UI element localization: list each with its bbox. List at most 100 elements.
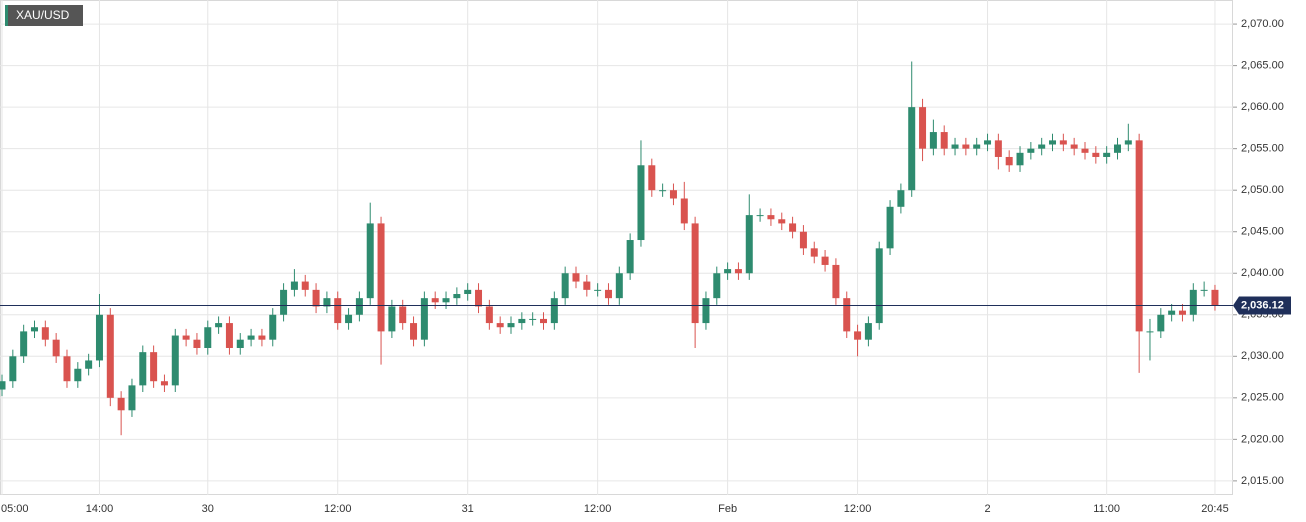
candle-body <box>171 335 179 386</box>
symbol-tag <box>5 5 83 26</box>
candle-body <box>799 231 807 249</box>
candle-body <box>9 356 17 382</box>
candle-body <box>540 318 547 324</box>
candle-body <box>388 306 396 332</box>
x-tick-label: 11:00 <box>1093 503 1120 515</box>
candle-body <box>442 298 450 303</box>
x-tick-label: 31 <box>462 503 474 515</box>
candle-body <box>193 339 201 348</box>
candle-body <box>74 368 82 382</box>
candle-body <box>897 190 905 207</box>
plot-area <box>0 0 1233 495</box>
candle-body <box>659 190 667 192</box>
candle-body <box>529 318 537 320</box>
candle-body <box>128 385 136 411</box>
candle-body <box>290 281 298 290</box>
candle-body <box>789 223 797 232</box>
candle-body <box>637 165 645 241</box>
candle-body <box>756 215 764 217</box>
candle-body <box>713 273 721 299</box>
candle-body <box>139 352 147 386</box>
candle-body <box>215 323 223 328</box>
candle-body <box>1049 140 1057 145</box>
candle-body <box>399 306 407 324</box>
candle-body <box>485 306 493 324</box>
candle-body <box>1059 140 1067 145</box>
candle-body <box>496 323 504 328</box>
candle-body <box>951 144 959 149</box>
candle-body <box>1092 152 1100 157</box>
candle-body <box>1113 144 1121 153</box>
candle-body <box>475 289 483 307</box>
candle-body <box>810 248 818 257</box>
candle-body <box>85 360 93 369</box>
candle-body <box>1178 310 1186 315</box>
candle-body <box>691 223 699 324</box>
candle-body <box>648 165 656 191</box>
candle-body <box>312 289 320 307</box>
candle-body <box>561 273 569 299</box>
x-tick-label: 2 <box>984 503 990 515</box>
candle-body <box>886 206 894 249</box>
candle-body <box>52 339 60 357</box>
candle-body <box>1038 144 1046 149</box>
candle-body <box>702 298 710 324</box>
candle-body <box>225 323 233 348</box>
candle-body <box>280 289 288 315</box>
candle-body <box>1168 310 1176 315</box>
candle-body <box>919 107 927 149</box>
candle-body <box>875 248 883 324</box>
candle-body <box>182 335 190 340</box>
candle-body <box>1146 331 1154 333</box>
candle-body <box>832 264 840 299</box>
candle-body <box>680 198 688 224</box>
y-tick-label: 2,055.00 <box>1241 143 1284 155</box>
candle-body <box>908 107 916 191</box>
y-tick-label: 2,070.00 <box>1241 18 1284 30</box>
candle-body <box>518 318 526 324</box>
y-tick-label: 2,050.00 <box>1241 184 1284 196</box>
last-price-badge <box>1233 296 1291 315</box>
candle-body <box>20 331 28 357</box>
candle-body <box>843 298 851 332</box>
candle-body <box>377 223 385 332</box>
y-tick-label: 2,015.00 <box>1241 475 1284 487</box>
candle-body <box>984 140 992 145</box>
candle-body <box>734 269 742 274</box>
candle-body <box>1157 314 1165 332</box>
candle-body <box>258 335 266 340</box>
candle-body <box>767 215 775 220</box>
last-price-label: 2,036.12 <box>1241 299 1284 311</box>
candles <box>0 61 1219 436</box>
candle-body <box>778 219 786 224</box>
x-tick-label: 12:00 <box>584 503 612 515</box>
candle-body <box>854 331 862 340</box>
candle-body <box>30 327 38 332</box>
candle-body <box>583 281 591 290</box>
candle-body <box>41 327 49 340</box>
candle-body <box>117 397 125 411</box>
y-tick-label: 2,020.00 <box>1241 433 1284 445</box>
x-tick-label: 14:00 <box>86 503 114 515</box>
candle-body <box>745 215 753 274</box>
candle-body <box>453 294 461 299</box>
candle-body <box>410 323 418 340</box>
candle-body <box>1005 156 1013 166</box>
symbol-tag-accent <box>5 5 8 26</box>
candle-body <box>962 144 970 149</box>
y-tick-label: 2,060.00 <box>1241 101 1284 113</box>
x-tick-label: 20:45 <box>1201 503 1229 515</box>
x-tick-label: Feb <box>718 503 737 515</box>
candle-body <box>420 298 428 340</box>
chart-title: XAU/USD <box>16 8 70 22</box>
candle-body <box>431 298 439 303</box>
candle-body <box>572 273 580 282</box>
candle-body <box>1135 140 1143 332</box>
candle-body <box>106 314 114 398</box>
candle-body <box>247 335 255 340</box>
y-tick-label: 2,040.00 <box>1241 267 1284 279</box>
candle-body <box>550 298 558 324</box>
x-tick-label: 05:00 <box>1 503 29 515</box>
